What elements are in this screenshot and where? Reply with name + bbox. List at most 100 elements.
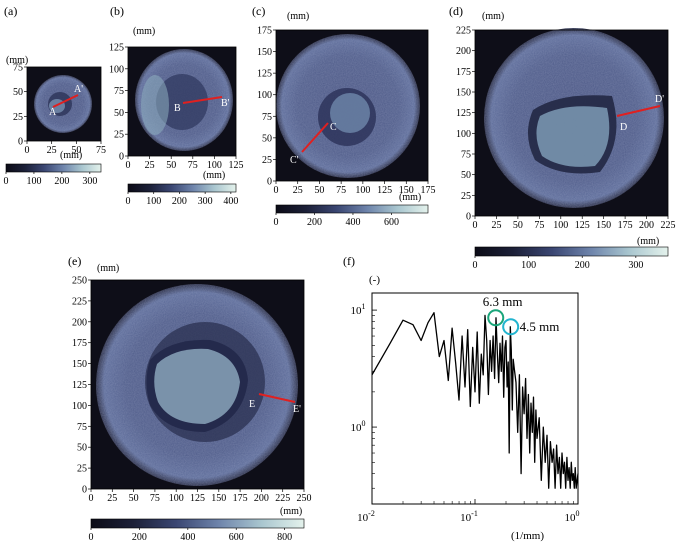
panel-label-e: (e) [68, 254, 81, 268]
x-tick-label: 100 [355, 185, 370, 196]
panel-f: (f) (-) 10-2 10-1 100 100 101 6.3 mm 4.5 mm (… [343, 254, 580, 542]
y-tick-label: 100 [257, 90, 272, 101]
axis-ticks-d: 0 25 50 75 100 125 150 175 200 225 0 25 50 75 100 125 15… [456, 26, 676, 232]
x-unit-a: (mm) [60, 150, 82, 161]
point-label-B-prime: B' [221, 98, 230, 109]
point-label-D: D [620, 122, 627, 133]
colorbar-c [275, 204, 429, 214]
x-tick-label: 0 [25, 145, 30, 156]
x-tick-label: 75 [150, 493, 160, 504]
y-tick-label: 150 [72, 359, 87, 370]
x-tick-label: 25 [47, 145, 57, 156]
colorbar-tick-label: 600 [229, 532, 244, 543]
x-tick-label: 100 [169, 493, 184, 504]
panel-a: (a) (mm) A A' 0 25 50 75 0 25 50 75 (mm) 0 100 20… [4, 4, 107, 187]
x-tick-label: 150 [211, 493, 226, 504]
x-axis-unit: (1/mm) [511, 530, 544, 542]
y-unit-b: (mm) [133, 26, 155, 37]
x-tick-label: 250 [297, 493, 312, 504]
y-tick-label: 75 [461, 150, 471, 161]
point-label-A: A [49, 107, 57, 118]
x-unit-b: (mm) [203, 170, 225, 181]
y-tick-label: 200 [72, 317, 87, 328]
x-tick-label: 25 [107, 493, 117, 504]
profile-line-c [301, 122, 329, 153]
y-unit-c: (mm) [287, 11, 309, 22]
point-label-B: B [174, 103, 181, 114]
x-tick-label: 75 [534, 220, 544, 231]
colorbar-b [127, 183, 237, 193]
y-tick-label: 0 [119, 152, 124, 163]
x-tick-label: 175 [421, 185, 436, 196]
x-tick-label: 100 [553, 220, 568, 231]
x-tick-label: 150 [596, 220, 611, 231]
colorbar-tick-label: 300 [198, 196, 213, 207]
colorbar-tick-label: 0 [126, 196, 131, 207]
colorbar-tick-label: 400 [223, 196, 238, 207]
colorbar-tick-label: 400 [345, 217, 360, 228]
y-tick-label: 50 [13, 87, 23, 98]
y-unit-a: (mm) [6, 55, 28, 66]
spectrum-line [371, 312, 579, 489]
x-tick-label: 25 [145, 160, 155, 171]
y-tick-label: 25 [461, 191, 471, 202]
x-tick-label: 125 [377, 185, 392, 196]
x-unit-d: (mm) [637, 236, 659, 247]
x-tick-label: 200 [639, 220, 654, 231]
x-tick-label: 75 [336, 185, 346, 196]
panel-label-c: (c) [252, 4, 265, 18]
point-label-D-prime: D' [655, 94, 664, 105]
colorbar-tick-label: 100 [26, 176, 41, 187]
colorbar-tick-label: 600 [384, 217, 399, 228]
x-tick-label: 225 [275, 493, 290, 504]
spectrum-axes: 10-2 10-1 100 100 101 [351, 302, 580, 524]
point-label-E-prime: E' [293, 404, 301, 415]
y-tick-label: 175 [72, 338, 87, 349]
y-unit-d: (mm) [482, 11, 504, 22]
x-tick-label: 10-2 [357, 509, 375, 524]
y-tick-label: 101 [351, 302, 366, 317]
y-tick-label: 100 [456, 129, 471, 140]
x-tick-label: 75 [96, 145, 106, 156]
panel-label-b: (b) [110, 4, 124, 18]
y-tick-label: 125 [72, 380, 87, 391]
panel-label-f: (f) [343, 254, 355, 268]
y-tick-label: 0 [466, 212, 471, 223]
y-axis-unit: (-) [369, 274, 380, 286]
panel-c: (c) (mm) C C' 0 25 50 75 100 125 150 175 0 25 50 75… [252, 4, 436, 228]
y-tick-label: 25 [13, 112, 23, 123]
x-tick-label: 125 [229, 160, 244, 171]
axis-ticks-e: 0 25 50 75 100 125 150 175 200 225 250 0 25 50 75 100 12… [72, 276, 312, 505]
y-tick-label: 100 [72, 401, 87, 412]
x-tick-label: 50 [513, 220, 523, 231]
panel-e: (e) (mm) E E' 0 25 50 75 100 125 150 175 200 225 2… [68, 254, 312, 543]
x-tick-label: 25 [491, 220, 501, 231]
profile-line-b [182, 96, 223, 104]
point-label-C: C [330, 122, 337, 133]
colorbar-tick-label: 0 [473, 260, 478, 271]
x-tick-label: 125 [190, 493, 205, 504]
y-tick-label: 75 [262, 112, 272, 123]
y-tick-label: 25 [114, 130, 124, 141]
peak-annotation: 4.5 mm [520, 319, 560, 334]
colorbar-ticks-d: 0 100 200 300 [473, 256, 643, 271]
x-tick-label: 175 [618, 220, 633, 231]
colorbar-tick-label: 100 [521, 260, 536, 271]
y-tick-label: 225 [456, 26, 471, 37]
x-tick-label: 0 [89, 493, 94, 504]
y-tick-label: 200 [456, 46, 471, 57]
y-tick-label: 150 [456, 88, 471, 99]
colorbar-tick-label: 100 [146, 196, 161, 207]
colorbar-tick-label: 800 [277, 532, 292, 543]
colorbar-tick-label: 200 [54, 176, 69, 187]
x-unit-e: (mm) [280, 506, 302, 517]
colorbar-tick-label: 0 [4, 176, 9, 187]
x-tick-label: 10-1 [460, 509, 478, 524]
colorbar-tick-label: 200 [172, 196, 187, 207]
y-tick-label: 125 [109, 43, 124, 54]
y-tick-label: 50 [77, 443, 87, 454]
y-tick-label: 75 [77, 422, 87, 433]
colorbar-ticks-b: 0 100 200 300 400 [126, 192, 238, 207]
y-tick-label: 25 [262, 155, 272, 166]
y-tick-label: 150 [257, 47, 272, 58]
